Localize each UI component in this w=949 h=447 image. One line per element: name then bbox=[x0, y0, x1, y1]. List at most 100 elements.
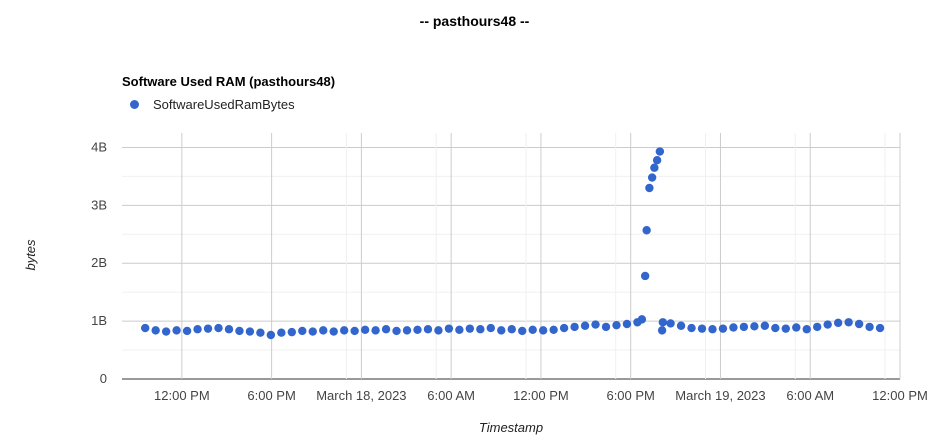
data-point[interactable] bbox=[601, 322, 611, 332]
data-point[interactable] bbox=[381, 325, 391, 334]
data-point[interactable] bbox=[854, 319, 864, 329]
data-point[interactable] bbox=[308, 327, 317, 336]
x-tick-label: 6:00 AM bbox=[786, 388, 834, 403]
data-point[interactable] bbox=[760, 321, 770, 330]
data-point[interactable] bbox=[875, 323, 885, 333]
data-point[interactable] bbox=[402, 326, 412, 335]
data-point[interactable] bbox=[392, 326, 401, 336]
data-point[interactable] bbox=[339, 326, 349, 335]
data-point[interactable] bbox=[781, 324, 790, 333]
data-point[interactable] bbox=[172, 326, 181, 335]
x-axis-title: Timestamp bbox=[479, 420, 543, 435]
data-point[interactable] bbox=[465, 324, 475, 333]
data-point[interactable] bbox=[476, 325, 485, 334]
data-point[interactable] bbox=[771, 323, 780, 333]
data-point[interactable] bbox=[792, 323, 801, 332]
x-tick-label: 6:00 PM bbox=[247, 388, 295, 403]
data-point[interactable] bbox=[497, 326, 506, 335]
data-point[interactable] bbox=[687, 323, 696, 333]
data-point[interactable] bbox=[266, 330, 276, 340]
gridlines bbox=[122, 133, 901, 380]
data-point[interactable] bbox=[642, 226, 651, 235]
data-point[interactable] bbox=[833, 318, 843, 328]
data-point[interactable] bbox=[528, 325, 537, 334]
data-point[interactable] bbox=[612, 320, 621, 330]
data-point[interactable] bbox=[580, 321, 590, 330]
x-axis-ticks: 12:00 PM 6:00 PM March 18, 2023 6:00 AM 12:0… bbox=[154, 388, 928, 403]
data-point[interactable] bbox=[455, 325, 464, 334]
data-point[interactable] bbox=[413, 325, 422, 334]
data-point[interactable] bbox=[750, 322, 759, 331]
data-point[interactable] bbox=[865, 322, 874, 332]
data-point[interactable] bbox=[287, 327, 297, 337]
series-points[interactable] bbox=[140, 147, 885, 340]
data-point[interactable] bbox=[640, 271, 650, 281]
data-point[interactable] bbox=[256, 328, 265, 337]
data-point[interactable] bbox=[214, 323, 223, 333]
legend-label: SoftwareUsedRamBytes bbox=[153, 97, 295, 112]
data-point[interactable] bbox=[360, 325, 370, 334]
data-point[interactable] bbox=[645, 183, 654, 193]
data-point[interactable] bbox=[549, 325, 558, 334]
data-point[interactable] bbox=[647, 173, 657, 182]
data-point[interactable] bbox=[655, 147, 665, 156]
chart-title: Software Used RAM (pasthours48) bbox=[122, 74, 336, 89]
data-point[interactable] bbox=[161, 327, 171, 336]
x-tick-label: March 19, 2023 bbox=[675, 388, 765, 403]
legend-marker-icon bbox=[130, 100, 139, 109]
y-tick-label: 3B bbox=[91, 197, 107, 212]
data-point[interactable] bbox=[434, 326, 443, 335]
data-point[interactable] bbox=[151, 326, 160, 335]
y-tick-label: 4B bbox=[91, 139, 107, 154]
data-point[interactable] bbox=[650, 163, 659, 172]
data-point[interactable] bbox=[444, 324, 454, 333]
data-point[interactable] bbox=[637, 315, 647, 324]
legend[interactable]: SoftwareUsedRamBytes bbox=[130, 97, 295, 112]
data-point[interactable] bbox=[813, 322, 822, 332]
data-point[interactable] bbox=[224, 325, 234, 334]
data-point[interactable] bbox=[570, 322, 579, 332]
data-point[interactable] bbox=[676, 321, 686, 330]
data-point[interactable] bbox=[538, 326, 548, 335]
data-point[interactable] bbox=[140, 323, 150, 333]
data-point[interactable] bbox=[277, 328, 286, 337]
data-point[interactable] bbox=[486, 323, 496, 333]
data-point[interactable] bbox=[739, 322, 749, 332]
data-point[interactable] bbox=[658, 318, 668, 327]
data-point[interactable] bbox=[559, 323, 569, 333]
y-tick-label: 0 bbox=[100, 371, 107, 386]
page-title: -- pasthours48 -- bbox=[419, 13, 530, 29]
y-axis-ticks: 0 1B 2B 3B 4B bbox=[91, 139, 107, 386]
data-point[interactable] bbox=[652, 156, 662, 165]
data-point[interactable] bbox=[507, 325, 516, 334]
y-axis-title: bytes bbox=[23, 239, 38, 271]
x-tick-label: March 18, 2023 bbox=[316, 388, 406, 403]
data-point[interactable] bbox=[518, 326, 527, 336]
data-point[interactable] bbox=[235, 326, 244, 336]
y-tick-label: 2B bbox=[91, 255, 107, 270]
data-point[interactable] bbox=[591, 320, 600, 329]
data-point[interactable] bbox=[245, 327, 255, 336]
y-tick-label: 1B bbox=[91, 313, 107, 328]
data-point[interactable] bbox=[298, 326, 307, 336]
data-point[interactable] bbox=[371, 326, 380, 335]
data-point[interactable] bbox=[182, 326, 192, 336]
data-point[interactable] bbox=[319, 326, 328, 335]
data-point[interactable] bbox=[729, 323, 738, 332]
data-point[interactable] bbox=[203, 324, 213, 333]
data-point[interactable] bbox=[350, 326, 359, 336]
data-point[interactable] bbox=[657, 326, 667, 335]
data-point[interactable] bbox=[697, 324, 707, 333]
data-point[interactable] bbox=[802, 325, 811, 334]
data-point[interactable] bbox=[329, 327, 338, 336]
x-tick-label: 12:00 PM bbox=[513, 388, 569, 403]
data-point[interactable] bbox=[844, 318, 853, 327]
data-point[interactable] bbox=[666, 319, 675, 328]
data-point[interactable] bbox=[718, 324, 728, 333]
data-point[interactable] bbox=[193, 325, 202, 334]
x-tick-label: 6:00 AM bbox=[427, 388, 475, 403]
data-point[interactable] bbox=[708, 325, 717, 334]
data-point[interactable] bbox=[423, 325, 433, 334]
data-point[interactable] bbox=[622, 319, 632, 329]
data-point[interactable] bbox=[823, 320, 832, 329]
